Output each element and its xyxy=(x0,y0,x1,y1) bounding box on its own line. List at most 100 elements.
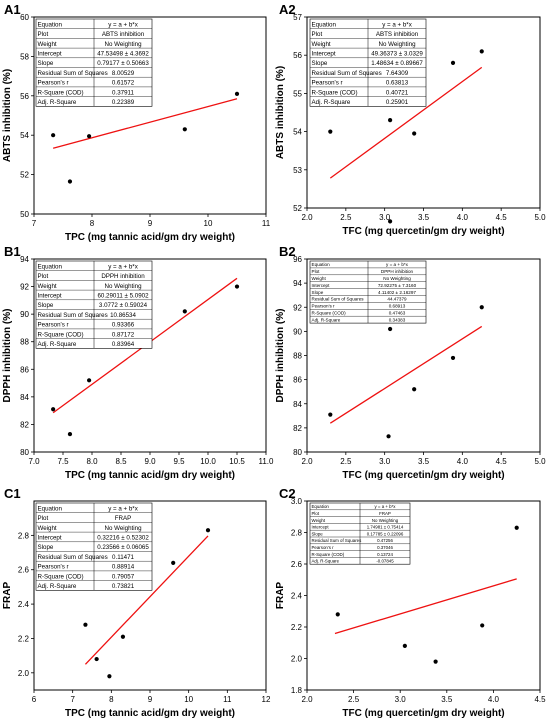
stats-value: 1.74981 ± 0.75414 xyxy=(367,525,404,530)
stats-key: Slope xyxy=(38,302,54,309)
data-point xyxy=(51,407,56,412)
stats-value: 3.0772 ± 0.59024 xyxy=(99,302,148,309)
stats-value: 0.37911 xyxy=(112,89,134,96)
stats-key: Equation xyxy=(312,21,337,28)
stats-value: 0.17785 ± 0.22096 xyxy=(367,531,404,536)
stats-key: R-Square (COD) xyxy=(312,311,347,316)
x-tick-label: 7 xyxy=(70,695,75,704)
y-tick-label: 2.2 xyxy=(291,623,303,632)
y-axis-label: FRAP xyxy=(2,582,13,610)
y-tick-label: 88 xyxy=(20,338,29,347)
data-point xyxy=(386,434,391,439)
y-tick-label: 52 xyxy=(20,171,29,180)
stats-value: No Weighting xyxy=(104,283,142,290)
y-tick-label: 2.6 xyxy=(18,566,30,575)
stats-key: Pearson's r xyxy=(38,322,69,329)
panel-label: C1 xyxy=(4,486,21,501)
x-tick-label: 8 xyxy=(109,695,114,704)
x-tick-label: 4.5 xyxy=(496,213,508,222)
stats-key: Slope xyxy=(312,290,324,295)
data-point xyxy=(328,412,333,417)
x-tick-label: 2.0 xyxy=(301,695,313,704)
y-tick-label: 88 xyxy=(293,352,302,361)
stats-value: 7.64309 xyxy=(386,70,409,77)
x-tick-label: 5.0 xyxy=(534,213,546,222)
y-tick-label: 80 xyxy=(20,448,29,457)
stats-value: 0.23566 ± 0.06065 xyxy=(97,544,149,551)
stats-key: Plot xyxy=(312,31,323,38)
panel-label: B1 xyxy=(4,244,21,259)
y-tick-label: 54 xyxy=(293,128,302,137)
stats-key: Slope xyxy=(38,544,54,551)
y-tick-label: 53 xyxy=(293,166,302,175)
y-tick-label: 60 xyxy=(20,13,29,22)
data-point xyxy=(388,219,393,224)
x-axis-label: TFC (mg quercetin/gm dry weight) xyxy=(342,470,504,481)
stats-key: Plot xyxy=(312,269,321,274)
data-point xyxy=(171,560,176,565)
x-tick-label: 4.0 xyxy=(457,457,469,466)
data-point xyxy=(67,179,73,184)
y-tick-label: 90 xyxy=(20,310,29,319)
y-tick-label: 2.4 xyxy=(291,592,303,601)
x-axis-label: TPC (mg tannic acid/gm dry weight) xyxy=(65,232,235,243)
stats-key: Slope xyxy=(38,60,54,67)
stats-key: Equation xyxy=(312,504,330,509)
stats-key: Residual Sum of Squares xyxy=(312,297,365,302)
x-tick-label: 10 xyxy=(204,219,213,228)
stats-value: No Weighting xyxy=(104,41,142,48)
data-point xyxy=(205,528,211,533)
stats-key: R-Square (COD) xyxy=(38,331,84,338)
fit-line xyxy=(52,98,238,149)
stats-key: Adj. R-Square xyxy=(38,99,77,106)
chart-b2: B2 2.0 2.5 3.0 3.5 4.0 4.5 5.0 80 82 84 86 88 90 92 94 9… xyxy=(275,244,546,481)
x-tick-label: 10 xyxy=(184,695,193,704)
x-tick-label: 10.5 xyxy=(229,457,245,466)
stats-value: 0.47463 xyxy=(389,311,406,316)
data-point xyxy=(107,674,112,679)
x-tick-label: 2.5 xyxy=(340,213,352,222)
stats-value: DPPH inhibition xyxy=(101,273,145,280)
stats-key: Equation xyxy=(38,21,63,28)
stats-value: No Weighting xyxy=(372,518,399,523)
stats-key: R-Square (COD) xyxy=(312,89,358,96)
stats-key: Pearson's r xyxy=(38,564,69,571)
y-tick-label: 2.6 xyxy=(291,560,303,569)
x-axis-label: TFC (mg quercetin/gm dry weight) xyxy=(342,226,504,237)
stats-key: R-Square (COD) xyxy=(38,89,84,96)
data-point xyxy=(87,378,92,383)
stats-value: No Weighting xyxy=(104,525,142,532)
stats-value: y = a + b*x xyxy=(386,262,409,267)
y-tick-label: 92 xyxy=(293,303,302,312)
stats-value: 0.63813 xyxy=(386,80,409,87)
chart-b1: B1 7.0 7.5 8.0 8.5 9.0 9.5 10.0 10.5 11.0 80 82 84 86… xyxy=(2,244,274,481)
x-tick-label: 2.0 xyxy=(301,457,313,466)
stats-value: 0.83964 xyxy=(112,341,135,348)
stats-key: Intercept xyxy=(38,292,62,299)
stats-key: Plot xyxy=(312,511,320,516)
stats-table: Equation y = a + b*x Plot ABTS inhibition We… xyxy=(309,18,427,107)
stats-value: 0.40721 xyxy=(386,89,409,96)
y-tick-label: 2.0 xyxy=(291,655,303,664)
y-tick-label: 56 xyxy=(293,51,302,60)
y-tick-label: 2.8 xyxy=(18,531,30,540)
data-point xyxy=(479,305,484,310)
data-point xyxy=(433,659,438,664)
stats-key: Residual Sum of Squares xyxy=(312,538,363,543)
stats-key: Residual Sum of Squares xyxy=(38,312,108,319)
x-tick-label: 3.0 xyxy=(395,695,407,704)
stats-value: 0.13724 xyxy=(377,552,393,557)
stats-value: 0.47256 xyxy=(377,538,393,543)
x-tick-label: 2.5 xyxy=(340,457,352,466)
stats-table: Equation y = a + b*x Plot DPPH inhibition We… xyxy=(309,260,427,324)
stats-value: FRAP xyxy=(379,511,391,516)
fit-line xyxy=(84,535,209,665)
stats-key: Intercept xyxy=(38,534,62,541)
data-point xyxy=(51,133,56,138)
stats-value: 0.34383 xyxy=(389,317,406,322)
y-tick-label: 80 xyxy=(293,448,302,457)
stats-key: Residual Sum of Squares xyxy=(38,554,108,561)
stats-value: ABTS inhibition xyxy=(102,31,145,38)
y-tick-label: 52 xyxy=(293,204,302,213)
